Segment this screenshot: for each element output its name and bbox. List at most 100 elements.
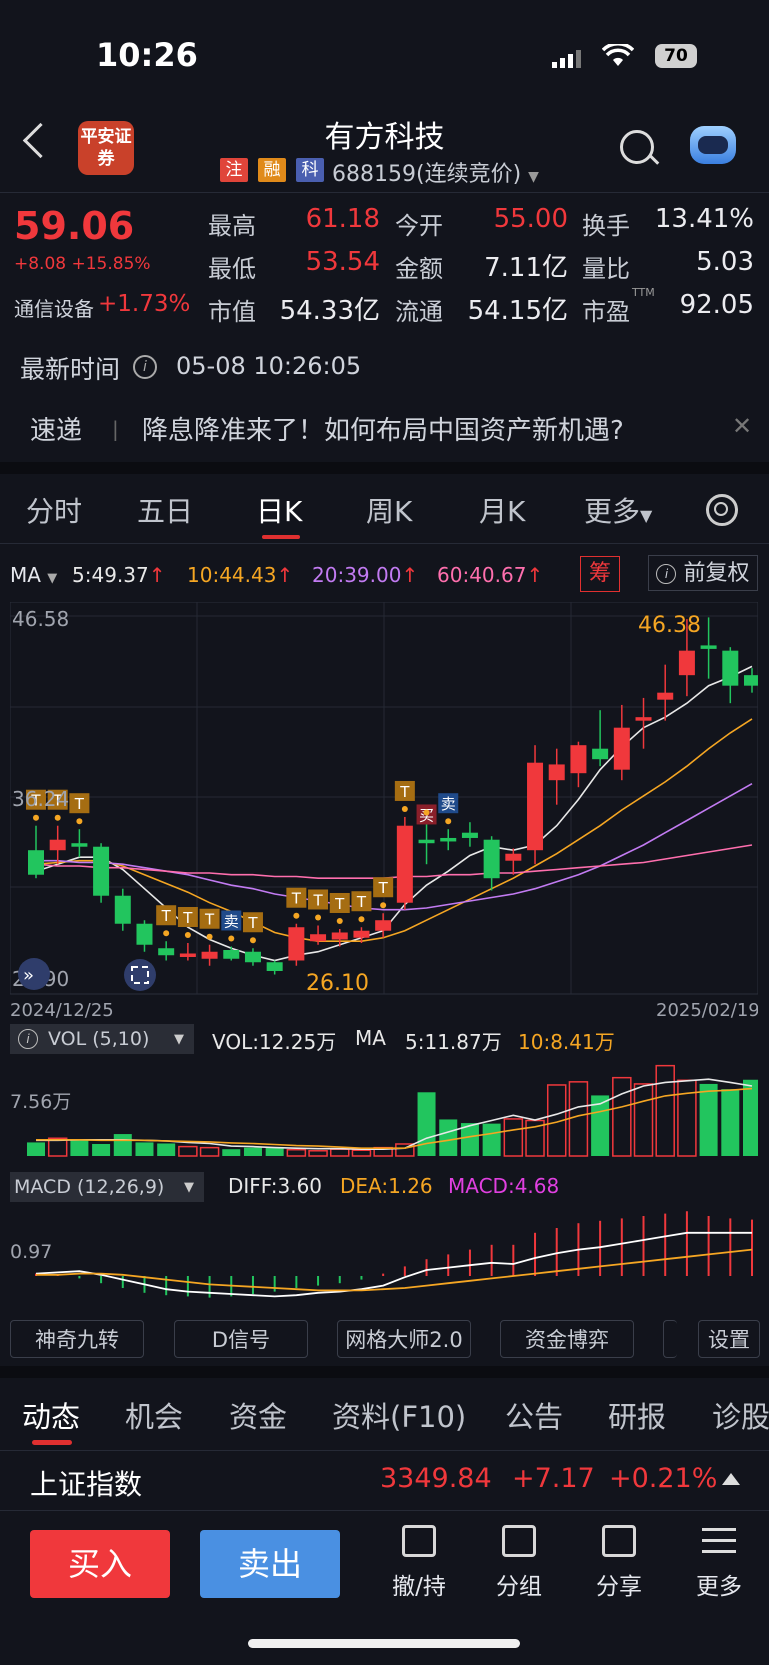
volume-ma5-line bbox=[36, 1078, 753, 1150]
tab-profile-f10[interactable]: 资料(F10) bbox=[332, 1400, 467, 1434]
indicator-grid-master[interactable]: 网格大师2.0 bbox=[337, 1320, 471, 1358]
indicator-settings[interactable]: 设置 bbox=[698, 1320, 760, 1358]
candle-body bbox=[244, 951, 261, 963]
adjust-mode-label: 前复权 bbox=[683, 561, 750, 586]
signal-label: T bbox=[161, 907, 172, 925]
candle-body bbox=[49, 839, 66, 851]
sell-button[interactable]: 卖出 bbox=[200, 1530, 340, 1598]
volume-label: VOL (5,10) bbox=[48, 1028, 150, 1050]
tab-dynamics[interactable]: 动态 bbox=[22, 1400, 81, 1434]
signal-t-marker bbox=[329, 892, 350, 913]
volume-bar bbox=[395, 1143, 415, 1157]
quote-label: 市盈 bbox=[582, 298, 630, 326]
signal-dot bbox=[54, 814, 61, 821]
price-change: +8.08 +15.85% bbox=[14, 254, 151, 274]
quote-label: 流通 bbox=[395, 298, 443, 326]
macd-chart[interactable]: 0.97 bbox=[10, 1206, 758, 1310]
chips-button[interactable]: 筹 bbox=[580, 556, 620, 592]
divider bbox=[0, 1450, 769, 1451]
adjust-mode-button[interactable]: i 前复权 bbox=[648, 555, 758, 591]
fullscreen-icon[interactable] bbox=[124, 959, 156, 991]
macd-indicator-selector[interactable]: MACD (12,26,9) ▼ bbox=[10, 1172, 204, 1202]
volume-bar bbox=[633, 1083, 654, 1157]
expand-left-icon[interactable]: » bbox=[18, 958, 50, 990]
candle-body bbox=[505, 853, 522, 861]
active-tab-indicator bbox=[262, 535, 300, 539]
ma60-value: 60:40.67↑ bbox=[437, 563, 543, 587]
signal-label: T bbox=[204, 911, 215, 929]
share-button[interactable]: 分享 bbox=[584, 1525, 654, 1601]
index-ticker-row[interactable] bbox=[0, 1450, 769, 1510]
arrow-up-icon: ↑ bbox=[401, 563, 419, 587]
search-icon[interactable] bbox=[620, 130, 654, 164]
signal-dot bbox=[163, 930, 170, 937]
chevron-down-icon: ▼ bbox=[174, 1032, 184, 1047]
volume-bar bbox=[721, 1089, 740, 1156]
tab-daily-k[interactable]: 日K bbox=[256, 495, 303, 528]
candle-body bbox=[678, 650, 695, 676]
macd-dea-line bbox=[36, 1248, 753, 1292]
quote-label: 金额 bbox=[395, 255, 443, 283]
signal-dot bbox=[249, 937, 256, 944]
tab-capital[interactable]: 资金 bbox=[229, 1400, 288, 1434]
ma10-line bbox=[35, 718, 753, 943]
kline-chart[interactable]: TTTTTT卖TTTTTTT买卖 46.58 36.24 25.90 46.38… bbox=[10, 602, 758, 1020]
tab-announcements[interactable]: 公告 bbox=[505, 1400, 564, 1434]
signal-sell-marker bbox=[221, 910, 242, 931]
tab-opportunities[interactable]: 机会 bbox=[125, 1400, 184, 1434]
signal-dot bbox=[380, 902, 387, 909]
indicator-nine-turn[interactable]: 神奇九转 bbox=[10, 1320, 144, 1358]
gear-icon-center bbox=[714, 502, 728, 516]
macd-value: MACD:4.68 bbox=[448, 1174, 560, 1198]
candle-body bbox=[266, 962, 283, 971]
stock-code-dropdown[interactable]: 688159(连续竞价) ▼ bbox=[332, 156, 539, 188]
volume-value: VOL:12.25万 bbox=[212, 1030, 337, 1054]
volume-ma5: 5:11.87万 bbox=[405, 1030, 502, 1054]
group-button[interactable]: 分组 bbox=[484, 1525, 554, 1601]
gear-icon[interactable] bbox=[706, 494, 738, 526]
tab-diagnosis[interactable]: 诊股 bbox=[712, 1400, 769, 1434]
more-button[interactable]: 更多 bbox=[684, 1525, 754, 1601]
tab-more[interactable]: 更多▼ bbox=[584, 490, 652, 530]
tab-weekly-k[interactable]: 周K bbox=[366, 495, 413, 528]
volume-bar bbox=[286, 1148, 307, 1157]
candle-body bbox=[396, 825, 413, 903]
index-value: 3349.84 bbox=[380, 1463, 492, 1494]
volume-bar bbox=[351, 1149, 372, 1157]
volume-indicator-selector[interactable]: i VOL (5,10) ▼ bbox=[10, 1024, 194, 1054]
signal-t-marker bbox=[69, 793, 90, 814]
close-icon[interactable]: ✕ bbox=[732, 412, 753, 440]
ma-selector[interactable]: MA ▼ bbox=[10, 563, 57, 587]
index-pct: +0.21% bbox=[609, 1463, 718, 1494]
volume-bar bbox=[70, 1139, 89, 1156]
quote-label: 今开 bbox=[395, 212, 443, 240]
update-time-label: 最新时间 bbox=[20, 355, 121, 384]
indicator-capital-game[interactable]: 资金博弈 bbox=[500, 1320, 634, 1358]
candle-body bbox=[310, 934, 327, 942]
cancel-hold-button[interactable]: 撤/持 bbox=[384, 1525, 454, 1601]
indicator-d-signal[interactable]: D信号 bbox=[174, 1320, 308, 1358]
ma-label: MA bbox=[10, 563, 41, 587]
buy-button[interactable]: 买入 bbox=[30, 1530, 170, 1598]
signal-label: T bbox=[334, 895, 345, 913]
indicator-overflow[interactable] bbox=[663, 1320, 677, 1358]
volume-chart[interactable]: 7.56万 bbox=[10, 1056, 758, 1162]
folder-icon bbox=[502, 1525, 536, 1557]
tab-five-day[interactable]: 五日 bbox=[137, 495, 194, 528]
signal-label: T bbox=[52, 792, 63, 810]
quote-label: 市值 bbox=[208, 298, 256, 326]
quote-value: 54.15亿 bbox=[467, 296, 568, 326]
candle-body bbox=[570, 745, 587, 774]
tab-timeshare[interactable]: 分时 bbox=[26, 495, 83, 528]
ma60-text: 60:40.67 bbox=[437, 563, 527, 587]
expand-up-icon[interactable] bbox=[722, 1473, 740, 1485]
tab-research[interactable]: 研报 bbox=[608, 1400, 667, 1434]
quote-value: 92.05 bbox=[679, 290, 754, 320]
tool-label: 分组 bbox=[496, 1574, 542, 1600]
tab-monthly-k[interactable]: 月K bbox=[479, 495, 526, 528]
news-headline[interactable]: 降息降准来了！如何布局中国资产新机遇? bbox=[142, 416, 624, 446]
volume-bar bbox=[265, 1147, 284, 1156]
info-icon[interactable]: i bbox=[133, 355, 157, 379]
industry-name[interactable]: 通信设备 bbox=[14, 297, 94, 321]
y-axis-top-label: 46.58 bbox=[12, 607, 69, 631]
